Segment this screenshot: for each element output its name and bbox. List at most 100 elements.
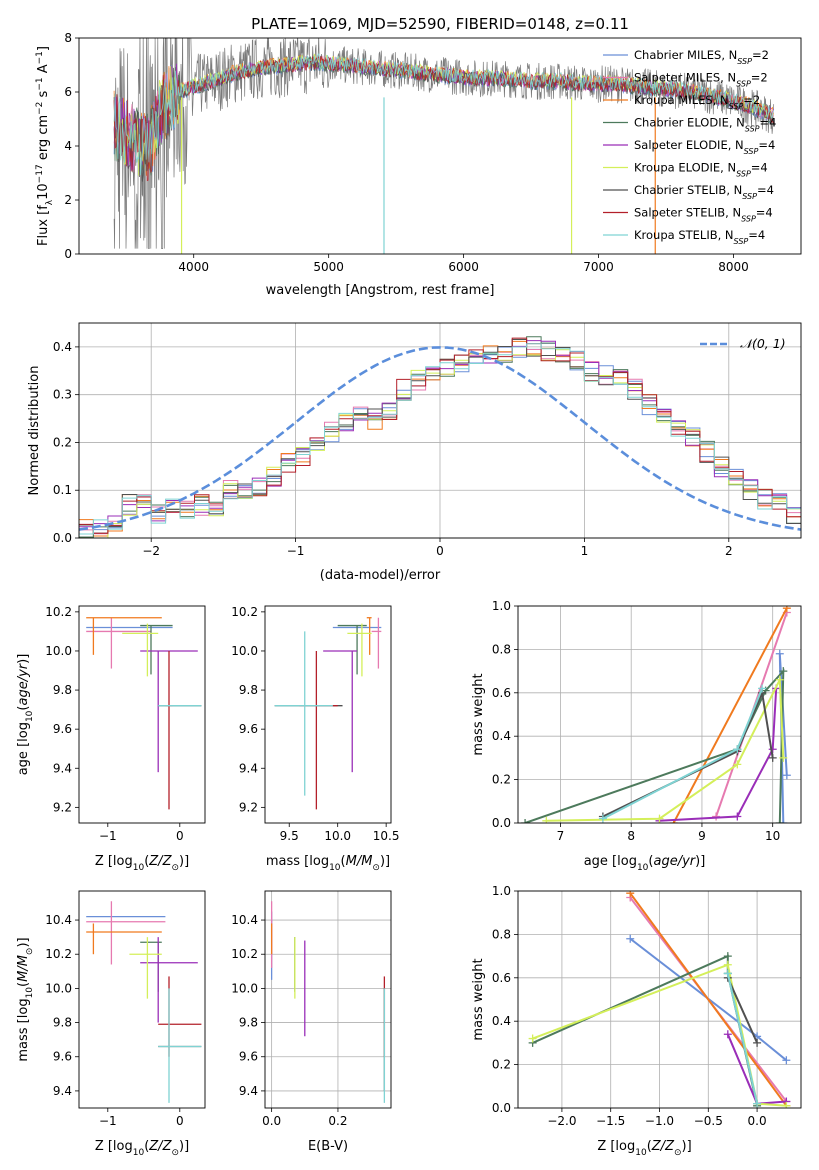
- weight-marker-chabrier_elodie: [779, 667, 788, 676]
- x-tick-label: 9.5: [280, 829, 299, 843]
- label-part: (: [648, 854, 653, 869]
- label-part: −1: [35, 51, 45, 64]
- histograms: [79, 336, 801, 538]
- legend-tail: =4: [748, 228, 765, 242]
- legend-label: Chabrier ELODIE, N: [634, 116, 745, 130]
- x-tick-label: 2: [725, 544, 733, 558]
- weight-marker-chabrier_elodie: [775, 819, 784, 823]
- label-part: )]: [179, 1139, 189, 1154]
- legend-tail: =4: [757, 183, 774, 197]
- x-axis-label: Z [log10(Z/Z⊙)]: [95, 1139, 189, 1158]
- label-part: 10: [25, 710, 35, 722]
- spectrum-lines: [113, 38, 775, 254]
- x-tick-label: −1: [287, 544, 305, 558]
- x-tick-label: 7: [557, 829, 565, 843]
- label-part: Z/Z: [651, 1139, 675, 1154]
- label-part: ⊙: [674, 1148, 682, 1158]
- y-tick-label: 9.6: [53, 722, 72, 736]
- y-tick-label: 10.2: [45, 605, 72, 619]
- label-part: ]: [36, 46, 51, 51]
- label-part: erg cm: [36, 115, 51, 164]
- weight-marker-kroupa_elodie: [723, 960, 732, 969]
- label-part: 10: [25, 987, 35, 999]
- legend-tail: =4: [758, 138, 775, 152]
- axes-frame: [78, 890, 206, 1109]
- y-tick-label: 10.0: [45, 644, 72, 658]
- weight-line-kroupa_miles: [672, 607, 788, 823]
- legend-entry: 𝒩(0, 1): [740, 336, 786, 351]
- weight-marker-salpeter_miles: [712, 812, 721, 821]
- legend-sub: SSP: [741, 214, 756, 223]
- y-axis-label: mass weight: [471, 673, 486, 755]
- label-part: −1: [35, 77, 45, 90]
- weight-marker-kroupa_elodie: [782, 1101, 791, 1108]
- error-bars: [274, 617, 382, 810]
- y-tick-label: 9.4: [239, 761, 258, 775]
- y-tick-label: 9.8: [239, 1016, 258, 1030]
- label-part: age/yr: [653, 854, 696, 869]
- axes-frame: [517, 605, 802, 824]
- label-part: Z/Z: [148, 1139, 172, 1154]
- legend-tail: =2: [751, 71, 768, 85]
- legend-label: Chabrier MILES, N: [634, 48, 737, 62]
- y-tick-label: 10.2: [45, 947, 72, 961]
- x-axis-label: Z [log10(Z/Z⊙)]: [95, 854, 189, 873]
- weight-marker-chabrier_miles: [779, 819, 788, 823]
- x-tick-label: −1: [99, 829, 117, 843]
- y-tick-label: 0.4: [492, 1014, 511, 1028]
- legend-sub: SSP: [742, 192, 757, 201]
- y-axis-label: age [log10(age/yr)]: [16, 654, 35, 776]
- label-part: ⊙: [171, 1148, 179, 1158]
- label-part: M/M: [346, 854, 373, 869]
- axes-frame: [78, 322, 802, 539]
- y-tick-label: 0.4: [492, 729, 511, 743]
- weight-marker-kroupa_stelib: [753, 1099, 762, 1108]
- axes-frame: [264, 605, 392, 824]
- legend-tail: =2: [743, 93, 760, 107]
- label-part: )]: [16, 654, 31, 664]
- y-tick-label: 0.6: [492, 686, 511, 700]
- y-axis-label: Normed distribution: [27, 366, 42, 496]
- label-part: Z [log: [95, 854, 133, 869]
- label-part: (: [647, 1139, 652, 1154]
- label-part: age [log: [584, 854, 637, 869]
- y-tick-label: 4: [64, 139, 72, 153]
- label-part: 10: [133, 863, 145, 873]
- weight-line-kroupa_miles: [629, 892, 788, 1107]
- y-tick-label: 9.4: [239, 1084, 258, 1098]
- x-tick-label: −1: [99, 1114, 117, 1128]
- x-tick-label: 0: [436, 544, 444, 558]
- weight-line-chabrier_elodie: [524, 668, 785, 823]
- label-part: mass [log: [16, 998, 31, 1061]
- panel-age_vs_Z: −1 09.29.49.69.810.010.2Z [log10(Z/Z⊙)]ag…: [16, 605, 206, 873]
- x-tick-label: −1.0: [645, 1114, 674, 1128]
- label-part: age/yr: [16, 662, 31, 705]
- error-bars: [86, 901, 202, 1103]
- weight-marker-kroupa_miles: [626, 891, 635, 898]
- y-tick-label: 0.8: [492, 642, 511, 656]
- weight-marker-salpeter_elodie: [723, 1030, 732, 1039]
- label-part: )]: [16, 937, 31, 947]
- x-tick-label: 8000: [718, 260, 749, 274]
- weight-marker-kroupa_elodie: [733, 760, 742, 769]
- y-tick-label: 6: [64, 85, 72, 99]
- x-tick-label: 9: [698, 829, 706, 843]
- legend-sub: SSP: [736, 79, 751, 88]
- panel-mass_vs_Z: −1 09.49.69.810.010.210.4Z [log10(Z/Z⊙)]m…: [16, 890, 206, 1158]
- legend-tail: =2: [752, 48, 769, 62]
- error-bars: [270, 901, 386, 1103]
- axes-frame: [78, 605, 206, 824]
- y-tick-label: 0: [64, 247, 72, 261]
- label-part: Z [log: [597, 1139, 635, 1154]
- x-tick-label: 0.2: [328, 1114, 347, 1128]
- label-part: Z/Z: [148, 854, 172, 869]
- x-tick-label: 1: [581, 544, 589, 558]
- y-tick-label: 0.0: [492, 816, 511, 830]
- x-tick-label: −1.5: [596, 1114, 625, 1128]
- legend-entry: Kroupa MILES, NSSP=2: [634, 93, 760, 111]
- axes-frame: [78, 37, 802, 255]
- panel-residual_histogram: −2 −1 0 1 2 0.0 0.1 0.2 0.3 0.4 (data-model)/error…: [27, 322, 802, 583]
- weight-marker-chabrier_stelib: [753, 1038, 762, 1047]
